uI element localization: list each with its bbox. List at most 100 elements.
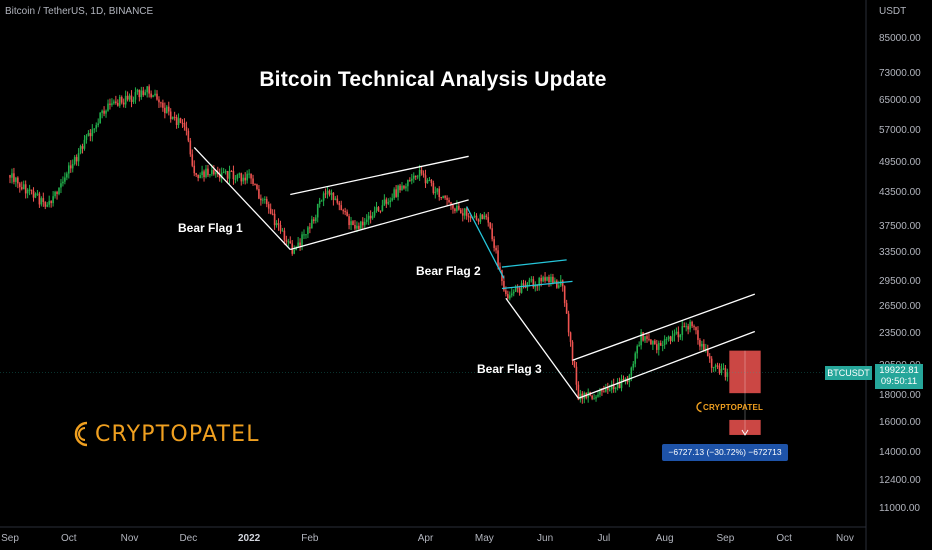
candle-body [699, 339, 701, 347]
candle-body [452, 204, 454, 209]
candle-body [530, 279, 533, 281]
candle-body [414, 175, 417, 178]
candle-body [28, 189, 31, 191]
candle-body [128, 95, 131, 100]
candle-body [73, 157, 76, 165]
candle-body [546, 276, 548, 281]
candle-body [514, 287, 517, 292]
candle-body [185, 126, 188, 131]
candle-body [473, 215, 476, 218]
candle-body [320, 200, 323, 202]
symbol-label[interactable]: Bitcoin / TetherUS, 1D, BINANCE [5, 6, 154, 17]
candle-body [669, 336, 672, 341]
candle-body [83, 139, 86, 149]
candle-body [265, 199, 268, 205]
bear-flag-3-pole[interactable] [505, 297, 579, 399]
candle-body [650, 339, 652, 345]
candle-body [399, 185, 401, 191]
candle-body [561, 280, 564, 287]
candle-body [179, 118, 182, 123]
candle-body [169, 111, 172, 120]
candle-body [612, 384, 615, 389]
candle-body [512, 291, 515, 294]
candle-body [22, 184, 25, 190]
candle-body [38, 193, 41, 205]
candle-body [254, 183, 256, 185]
candle-body [556, 280, 558, 288]
candle-body [346, 211, 348, 217]
candle-body [232, 171, 235, 180]
candle-body [395, 189, 397, 197]
candle-body [109, 103, 111, 105]
candle-body [293, 249, 295, 254]
candle-body [338, 202, 341, 206]
candle-body [111, 103, 113, 105]
candle-body [303, 234, 305, 236]
bear-flag-2-lower[interactable] [501, 280, 573, 290]
candle-body [283, 230, 286, 240]
y-tick-label: 43500.00 [879, 186, 921, 198]
candle-body [218, 174, 221, 179]
candle-body [273, 213, 276, 226]
candle-body [656, 344, 658, 350]
candle-body [91, 129, 94, 137]
candle-body [248, 173, 250, 175]
bear-flag-3-lower[interactable] [578, 330, 756, 399]
candle-body [701, 343, 703, 347]
candle-body [130, 95, 133, 102]
candle-body [446, 197, 448, 200]
candle-body [544, 277, 546, 281]
bear-flag-1-lower[interactable] [290, 199, 469, 251]
candle-body [344, 211, 346, 213]
candle-body [252, 178, 254, 184]
candle-body [136, 89, 139, 93]
candle-body [30, 189, 33, 191]
candle-body [228, 170, 231, 179]
candle-body [548, 276, 550, 283]
candle-body [46, 204, 49, 207]
candle-body [211, 170, 213, 175]
candle-body [164, 107, 166, 114]
candle-body [667, 336, 670, 339]
candle-body [81, 146, 84, 149]
bear-flag-1-pole[interactable] [193, 147, 291, 250]
candle-body [213, 170, 215, 175]
candle-body [369, 215, 372, 219]
candle-body [181, 122, 184, 124]
candle-body [85, 135, 88, 140]
candle-body [461, 213, 464, 216]
bear-flag-1-upper[interactable] [290, 155, 469, 196]
candle-body [542, 277, 544, 282]
candle-body [142, 90, 145, 95]
candle-body [391, 198, 393, 201]
candle-body [493, 239, 495, 248]
candle-body [510, 293, 513, 296]
candle-body [20, 187, 23, 190]
candle-body [132, 99, 135, 102]
candle-body [256, 184, 258, 190]
candle-body [405, 186, 407, 189]
candle-body [269, 208, 272, 214]
candle-body [383, 199, 386, 206]
candle-body [599, 390, 601, 395]
x-tick-label: May [474, 533, 494, 544]
projection-arrow-icon [741, 429, 749, 436]
candle-body [695, 327, 697, 331]
candle-body [636, 346, 638, 354]
candle-body [665, 338, 668, 340]
candle-body [475, 215, 478, 220]
candle-body [260, 198, 262, 201]
candle-body [89, 133, 92, 137]
bear-flag-2-upper[interactable] [501, 259, 567, 268]
candle-body [34, 193, 37, 198]
candle-body [663, 339, 666, 345]
x-tick-label: Nov [120, 533, 139, 544]
bear-flag-3-upper[interactable] [572, 293, 756, 361]
candle-body [495, 247, 497, 251]
cryptopatel-logo-icon [74, 421, 88, 447]
candle-body [154, 93, 156, 96]
candle-body [375, 207, 378, 211]
price-axis-unit[interactable]: USDT [879, 6, 907, 17]
bear-flag-2-pole[interactable] [466, 206, 505, 279]
